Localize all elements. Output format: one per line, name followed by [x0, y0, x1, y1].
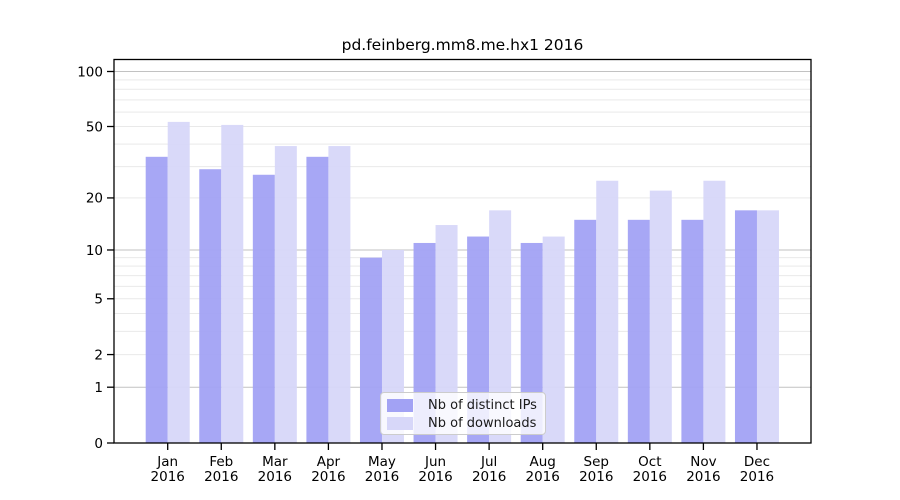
- bar-downloads-sep: [596, 180, 619, 444]
- bar-distinct-ips-apr: [306, 156, 329, 443]
- bar-downloads-feb: [221, 124, 244, 443]
- legend: Nb of distinct IPs Nb of downloads: [380, 392, 546, 435]
- bar-distinct-ips-mar: [252, 174, 275, 443]
- x-tick-label-jul: Jul 2016: [472, 454, 506, 485]
- x-tick-label-aug: Aug 2016: [526, 454, 560, 485]
- bar-distinct-ips-jul: [467, 236, 490, 443]
- bar-distinct-ips-oct: [627, 219, 650, 443]
- bar-distinct-ips-sep: [574, 219, 597, 443]
- bar-downloads-jan: [167, 121, 190, 444]
- bar-downloads-aug: [542, 236, 565, 443]
- bar-downloads-jul: [489, 210, 512, 443]
- legend-swatch-downloads: [387, 417, 413, 430]
- plot-border: [113, 58, 812, 444]
- y-tick-label: 20: [86, 191, 103, 207]
- x-tick-label-jun: Jun 2016: [418, 454, 452, 485]
- y-tick-label: 2: [94, 347, 103, 363]
- bar-downloads-oct: [649, 190, 672, 443]
- x-tick-label-dec: Dec 2016: [740, 454, 774, 485]
- bar-downloads-apr: [328, 146, 351, 443]
- x-tick-label-mar: Mar 2016: [258, 454, 292, 485]
- y-tick-label: 100: [77, 64, 103, 80]
- y-tick-label: 50: [86, 119, 103, 135]
- bar-distinct-ips-jan: [145, 156, 168, 443]
- x-tick-label-oct: Oct 2016: [633, 454, 667, 485]
- bar-downloads-mar: [274, 146, 297, 443]
- bar-downloads-nov: [703, 180, 726, 444]
- bar-distinct-ips-dec: [734, 210, 757, 443]
- x-tick-label-feb: Feb 2016: [204, 454, 238, 485]
- legend-label-downloads: Nb of downloads: [428, 416, 537, 431]
- y-tick-label: 0: [94, 436, 103, 452]
- x-tick-label-nov: Nov 2016: [686, 454, 720, 485]
- x-tick-label-apr: Apr 2016: [311, 454, 345, 485]
- bar-distinct-ips-may: [359, 257, 382, 443]
- x-tick-label-sep: Sep 2016: [579, 454, 613, 485]
- y-tick-label: 10: [86, 243, 103, 259]
- bar-downloads-dec: [756, 210, 779, 443]
- bar-distinct-ips-feb: [199, 169, 222, 443]
- legend-swatch-distinct-ips: [387, 399, 413, 412]
- x-tick-label-jan: Jan 2016: [151, 454, 185, 485]
- legend-entry-distinct-ips: Nb of distinct IPs: [387, 397, 545, 414]
- chart-title: pd.feinberg.mm8.me.hx1 2016: [341, 36, 584, 54]
- bar-distinct-ips-nov: [681, 219, 704, 443]
- y-tick-label: 1: [94, 380, 103, 396]
- bar-downloads-jun: [435, 225, 458, 443]
- legend-label-distinct-ips: Nb of distinct IPs: [428, 398, 537, 413]
- x-tick-label-may: May 2016: [365, 454, 399, 485]
- legend-entry-downloads: Nb of downloads: [387, 415, 545, 432]
- y-tick-label: 5: [94, 292, 103, 308]
